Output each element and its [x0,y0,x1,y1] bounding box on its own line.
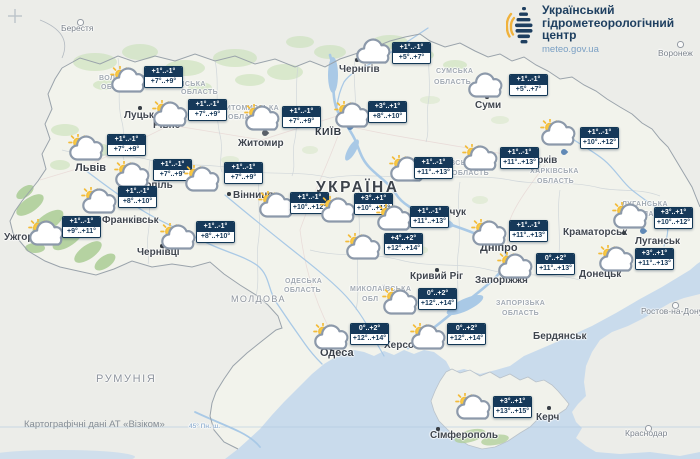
danube-floodplain [0,450,135,459]
logo-title-line-1: Український [542,3,615,17]
graticule-cross [8,9,22,23]
dnister-river [84,169,323,365]
map-attribution: Картографічні дані АТ «Візіком» [24,419,165,430]
logo-url: meteo.gov.ua [542,43,599,55]
poland-belarus-border [39,19,66,59]
uhmc-drop-icon [506,7,533,44]
kuban-land [572,294,700,456]
logo-title-line-2: гідрометеорологічний [542,15,675,30]
logo-title-line-3: центр [542,28,577,42]
crimea-mountains [454,428,509,446]
oblast-borders [61,39,661,311]
ukraine-border [9,33,700,450]
uhmc-logo: Український гідрометеорологічний центр m… [506,4,674,56]
danube-river [194,411,261,448]
